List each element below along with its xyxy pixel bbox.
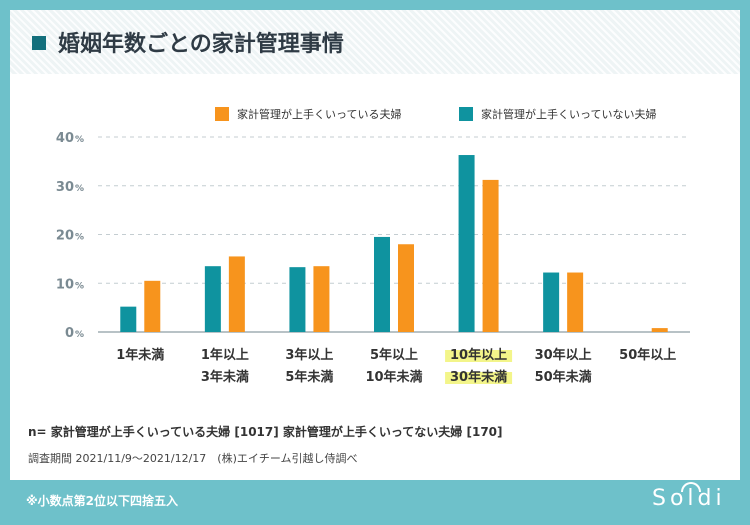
x-category-label: 1年以上 [201,347,249,363]
logo-arc-icon [681,482,701,492]
y-tick-label: 40 [56,131,74,146]
bar-bad [458,155,475,332]
x-category-label: 10年未満 [365,369,422,385]
bar-good [567,272,584,332]
x-category-label: 50年未満 [535,369,592,385]
title-marker-icon [32,36,46,50]
bar-good [482,179,499,332]
bar-good [398,244,414,332]
bar-bad [289,267,306,332]
bar-chart: 0 %10 %20 %30 %40 %1年未満 1年以上3年未満3年以上5年未満5年以上10… [56,131,690,385]
bar-bad [204,266,221,332]
y-tick-unit: % [75,330,84,340]
bar-good [228,256,245,332]
bar-bad [120,306,137,332]
chart-title: 婚姻年数ごとの家計管理事情 [58,32,344,57]
legend-label-good: 家計管理が上手くいっている夫婦 [237,108,402,121]
y-tick-label: 0 [65,326,74,341]
legend-bad: 家計管理が上手くいっていない夫婦 [459,106,656,122]
bar-good [313,266,330,332]
chart-card: 婚姻年数ごとの家計管理事情 家計管理が上手くいっている夫婦 家計管理が上手くいっ… [10,10,740,480]
x-category-label: 10年以上 [450,347,507,363]
category-highlight [445,350,513,362]
bar-bad [543,272,560,332]
y-tick-unit: % [75,184,84,194]
x-category-label: 5年以上 [370,347,418,363]
legend-label-bad: 家計管理が上手くいっていない夫婦 [481,108,657,121]
x-category-label: 1年未満 [116,347,164,363]
x-category-label: 5年未満 [285,369,333,385]
bar-good [651,328,668,332]
legend-good: 家計管理が上手くいっている夫婦 [215,106,401,122]
x-category-label: 30年以上 [535,347,592,363]
legend-swatch-good [215,107,229,121]
title-bar: 婚姻年数ごとの家計管理事情 [10,10,740,74]
sample-size-note: n= 家計管理が上手くいっている夫婦 [1017] 家計管理が上手くいってない夫… [28,425,503,439]
x-category-label: 3年以上 [285,347,333,363]
survey-period-note: 調査期間 2021/11/9〜2021/12/17 (株)エイチーム引越し侍調べ [28,452,358,465]
x-category-label: 3年未満 [201,369,249,385]
y-tick-label: 30 [56,180,74,195]
bar-bad [374,236,390,332]
rounding-note: ※小数点第2位以下四捨五入 [26,494,179,508]
x-category-label: 50年以上 [619,347,676,363]
y-tick-unit: % [75,281,84,291]
x-category-label: 30年未満 [450,369,507,385]
category-highlight [445,372,513,384]
y-tick-label: 10 [56,277,74,292]
y-tick-label: 20 [56,229,74,244]
y-tick-unit: % [75,135,84,145]
legend-swatch-bad [459,107,473,121]
y-tick-unit: % [75,233,84,243]
bar-good [144,280,161,332]
